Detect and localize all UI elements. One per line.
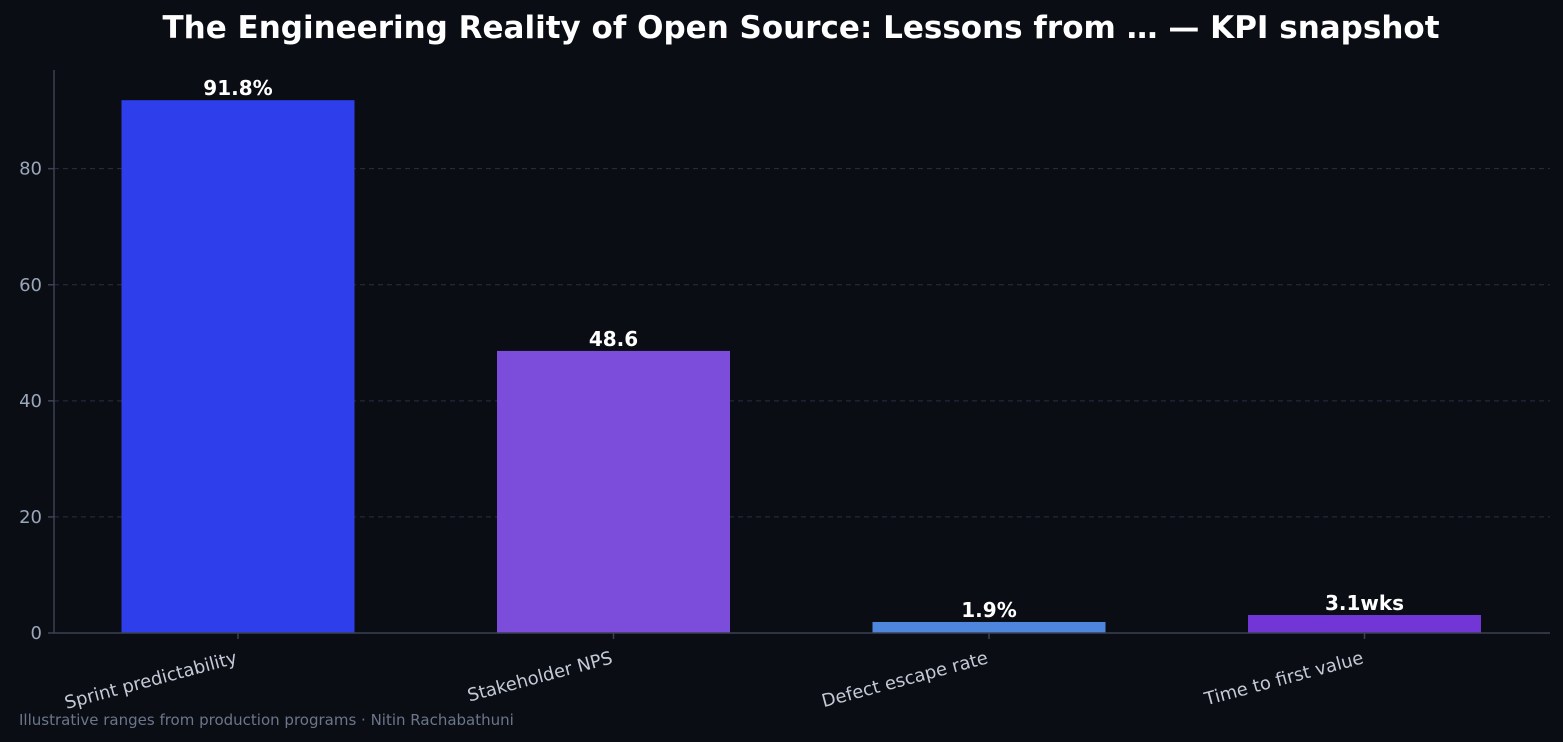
y-tick-label: 20 xyxy=(19,507,42,528)
x-tick-label: Defect escape rate xyxy=(820,648,991,713)
y-axis-ticks: 0 20 40 60 80 xyxy=(19,159,54,644)
x-tick-label: Time to first value xyxy=(1201,648,1365,711)
data-label: 48.6 xyxy=(589,327,638,351)
x-axis-ticks: Sprint predictability Stakeholder NPS Defe… xyxy=(62,633,1366,714)
gridlines xyxy=(54,168,1550,518)
y-tick-label: 40 xyxy=(19,391,42,412)
bars xyxy=(121,100,1481,633)
y-tick-label: 80 xyxy=(19,159,42,180)
data-label: 91.8% xyxy=(203,76,272,100)
chart-title: The Engineering Reality of Open Source: … xyxy=(162,10,1439,46)
x-tick-label: Sprint predictability xyxy=(62,647,239,713)
data-labels: 91.8% 48.6 1.9% 3.1wks xyxy=(203,76,1404,622)
bar xyxy=(121,100,355,633)
y-tick-label: 60 xyxy=(19,275,42,296)
data-label: 3.1wks xyxy=(1325,591,1404,615)
bar xyxy=(497,350,730,633)
footnote: Illustrative ranges from production prog… xyxy=(19,711,514,729)
x-tick-label: Stakeholder NPS xyxy=(465,648,615,707)
bar xyxy=(872,621,1106,633)
axes xyxy=(53,70,1550,634)
data-label: 1.9% xyxy=(961,598,1016,622)
y-tick-label: 0 xyxy=(31,623,42,644)
bar xyxy=(1248,615,1481,633)
